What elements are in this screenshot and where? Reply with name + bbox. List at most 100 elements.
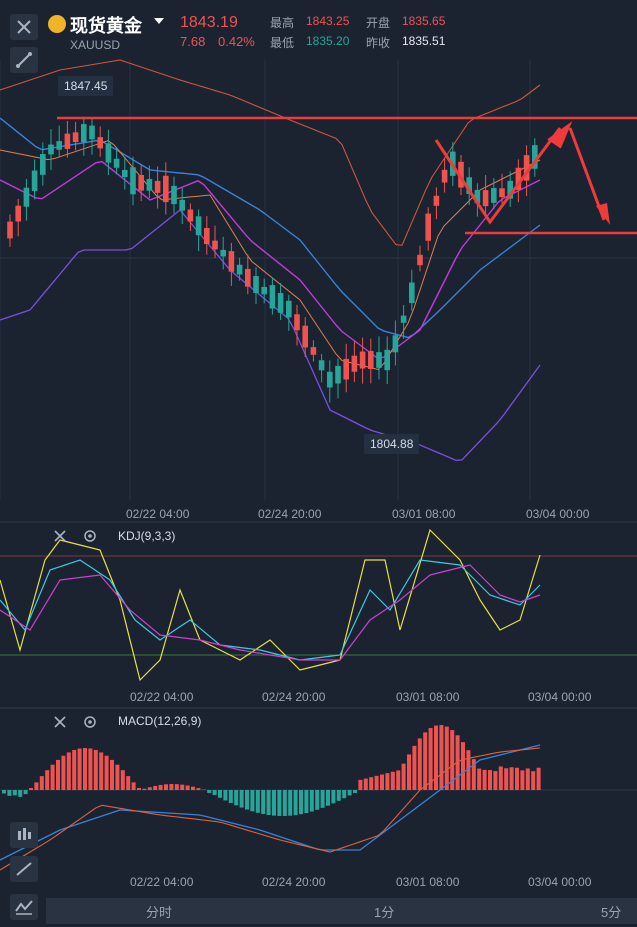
macd-histogram-bar — [277, 790, 282, 816]
candle-body — [392, 335, 399, 353]
gear-icon[interactable] — [82, 528, 98, 544]
macd-dif-line — [0, 747, 541, 871]
macd-histogram-bar — [83, 748, 87, 790]
tab-timeshare[interactable]: 分时 — [146, 905, 173, 920]
main-x-tick: 03/01 08:00 — [392, 507, 456, 521]
candle-body — [15, 205, 21, 222]
timeframe-tab-bar: 分时 1分 5分 — [46, 898, 637, 924]
gear-icon[interactable] — [82, 714, 98, 730]
candle-body — [64, 133, 71, 149]
candle-body — [441, 169, 448, 183]
instrument-symbol: XAUUSD — [70, 38, 121, 52]
candle-body — [212, 240, 218, 250]
candle-body — [261, 286, 267, 295]
gold-coin-icon — [48, 15, 66, 33]
kdj-k-line — [0, 559, 541, 661]
candle-body — [368, 351, 374, 369]
candle-body — [343, 358, 349, 380]
macd-histogram-bar — [380, 774, 384, 790]
macd-histogram-bar — [115, 764, 120, 790]
candle-body — [105, 143, 112, 163]
draw-tool-icon — [16, 52, 32, 68]
macd-histogram-bar — [336, 790, 341, 801]
main-x-tick: 03/04 00:00 — [526, 507, 590, 521]
candle-body — [294, 314, 300, 331]
candle-body — [491, 187, 497, 203]
chevron-down-icon[interactable] — [154, 18, 164, 24]
macd-indicator-name[interactable]: MACD(12,26,9) — [118, 714, 202, 728]
macd-histogram-bar — [299, 790, 303, 815]
arrow-head — [547, 121, 573, 149]
candle-body — [72, 132, 79, 143]
candle-body — [204, 227, 210, 245]
macd-histogram-bar — [498, 766, 503, 790]
price-change: 7.68 — [180, 34, 206, 49]
macd-histogram-bar — [288, 790, 293, 816]
macd-histogram-bar — [164, 784, 168, 790]
macd-x-tick: 03/01 08:00 — [396, 875, 460, 889]
main-x-tick: 02/24 20:00 — [258, 507, 322, 521]
candle-body — [433, 195, 440, 206]
macd-histogram-bar — [88, 748, 93, 790]
close-icon[interactable] — [52, 714, 68, 730]
macd-histogram-bar — [255, 790, 260, 813]
candle-body — [48, 144, 54, 155]
kdj-indicator-name[interactable]: KDJ(9,3,3) — [118, 529, 176, 543]
macd-x-tick: 02/22 04:00 — [130, 875, 194, 889]
kdj-d-line — [0, 564, 541, 661]
macd-histogram-bar — [126, 776, 131, 790]
low-label: 最低 — [270, 36, 295, 50]
candle-body — [532, 145, 538, 169]
candle-body — [195, 216, 202, 236]
candlestick-mode-button[interactable] — [10, 822, 38, 848]
candle-body — [466, 177, 472, 194]
macd-histogram-bar — [412, 745, 417, 790]
candle-body — [351, 355, 358, 372]
ma-magenta-line — [0, 160, 541, 360]
candle-body — [97, 137, 103, 149]
line-tool-icon — [16, 862, 32, 876]
indicator-button[interactable] — [10, 894, 38, 920]
macd-histogram-bar — [66, 752, 71, 790]
macd-histogram-bar — [450, 730, 455, 790]
macd-histogram-bar — [390, 771, 395, 790]
candle-body — [130, 167, 136, 195]
line-tool-button[interactable] — [10, 856, 38, 882]
macd-histogram-bar — [7, 790, 12, 796]
candle-body — [146, 178, 153, 191]
candle-body — [236, 264, 243, 275]
close-icon[interactable] — [52, 528, 68, 544]
macd-histogram-bar — [185, 785, 190, 790]
candle-body — [253, 276, 259, 293]
candle-body — [359, 351, 366, 369]
tab-5min[interactable]: 5分 — [601, 905, 622, 920]
high-value: 1843.25 — [306, 14, 350, 28]
candle-body — [245, 268, 251, 287]
macd-histogram-bar — [99, 752, 104, 790]
candle-body — [138, 174, 144, 191]
macd-histogram-bar — [120, 770, 125, 790]
candle-body — [327, 371, 333, 388]
kdj-x-tick: 02/22 04:00 — [130, 690, 194, 704]
candle-body — [7, 221, 13, 239]
drawn-v-line — [434, 127, 562, 225]
candle-body — [499, 188, 505, 198]
macd-histogram-bar — [363, 778, 368, 790]
tab-1min[interactable]: 1分 — [374, 905, 395, 920]
macd-histogram-bar — [261, 790, 266, 815]
macd-histogram-bar — [396, 770, 401, 790]
macd-histogram-bar — [434, 725, 438, 790]
candle-body — [302, 325, 308, 348]
candle-body — [228, 251, 235, 272]
instrument-title[interactable]: 现货黄金 — [70, 16, 142, 36]
macd-histogram-bar — [315, 790, 320, 810]
candle-body — [474, 189, 481, 204]
candle-body — [417, 254, 423, 266]
macd-histogram-bar — [331, 790, 336, 804]
close-chart-button[interactable] — [10, 14, 38, 40]
macd-histogram-bar — [29, 788, 33, 790]
macd-histogram-bar — [218, 790, 222, 798]
draw-tool-button[interactable] — [10, 47, 38, 73]
macd-histogram-bar — [158, 784, 163, 790]
